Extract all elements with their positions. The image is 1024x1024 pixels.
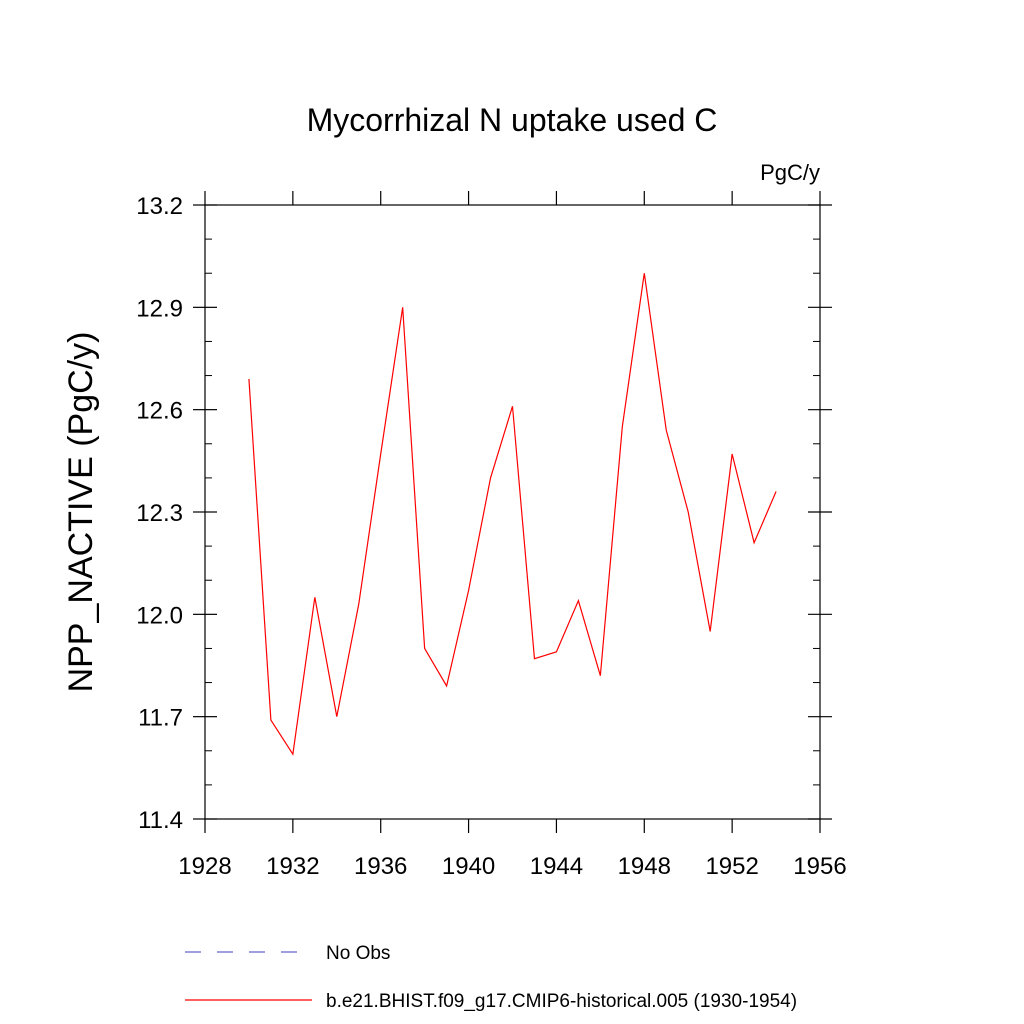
- chart-title: Mycorrhizal N uptake used C: [307, 102, 718, 138]
- x-tick-label: 1936: [354, 853, 407, 880]
- y-tick-label: 11.4: [138, 807, 183, 834]
- legend-label-1: b.e21.BHIST.f09_g17.CMIP6-historical.005…: [326, 991, 797, 1012]
- x-tick-label: 1928: [178, 853, 231, 880]
- y-tick-label: 12.6: [136, 398, 183, 425]
- y-tick-label: 11.7: [138, 705, 183, 732]
- x-tick-label: 1948: [618, 853, 671, 880]
- y-tick-label: 12.0: [136, 602, 183, 629]
- units-label: PgC/y: [760, 160, 820, 185]
- x-tick-label: 1952: [705, 853, 758, 880]
- legend-label-0: No Obs: [326, 943, 390, 964]
- x-tick-label: 1932: [266, 853, 319, 880]
- x-tick-label: 1940: [442, 853, 495, 880]
- y-tick-label: 13.2: [136, 193, 183, 220]
- y-tick-label: 12.3: [136, 500, 183, 527]
- y-axis: 11.4 11.7 12.0 12.3 12.6 12.9 13.2: [136, 193, 832, 834]
- series-line-0: [248, 273, 777, 756]
- legend: No Obs b.e21.BHIST.f09_g17.CMIP6-historic…: [185, 943, 797, 1012]
- y-axis-label: NPP_NACTIVE (PgC/y): [62, 332, 100, 693]
- series-group: [248, 273, 777, 756]
- x-axis: 1928 1932 1936 1940 1944 1948 1952 1956: [178, 191, 847, 880]
- x-tick-label: 1944: [530, 853, 583, 880]
- x-tick-label: 1956: [793, 853, 846, 880]
- y-tick-label: 12.9: [136, 295, 183, 322]
